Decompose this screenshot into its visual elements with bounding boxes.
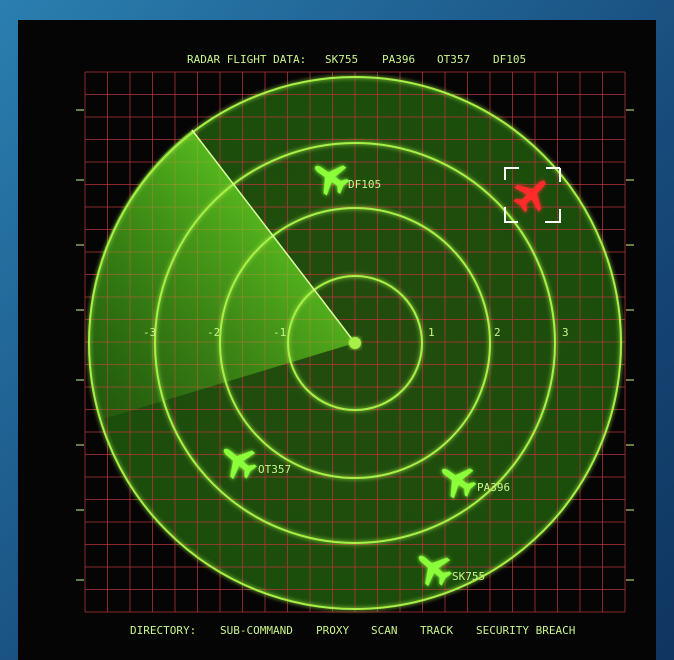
plane [314, 165, 350, 196]
ring [88, 76, 622, 610]
header-flight: DF105 [493, 53, 526, 66]
ring [154, 142, 556, 544]
target-label: PA396 [477, 481, 510, 494]
range-rings [88, 76, 622, 610]
target-label: OT357 [258, 463, 291, 476]
axis-label: 3 [562, 326, 569, 339]
ring [287, 275, 423, 411]
footer-item[interactable]: SUB-COMMAND [220, 624, 293, 637]
plane [223, 448, 257, 480]
planes [223, 165, 546, 587]
footer-item[interactable]: PROXY [316, 624, 349, 637]
center [349, 337, 361, 349]
axis-label: -3 [143, 326, 156, 339]
footer-item[interactable]: TRACK [420, 624, 453, 637]
ring [219, 207, 491, 479]
footer-item[interactable]: SECURITY BREACH [476, 624, 575, 637]
header-title: RADAR FLIGHT DATA: [187, 53, 306, 66]
axis-label: -2 [207, 326, 220, 339]
footer-item[interactable]: SCAN [371, 624, 398, 637]
axis-label: 2 [494, 326, 501, 339]
header-flight: SK755 [325, 53, 358, 66]
plane [513, 180, 546, 213]
header-flight: PA396 [382, 53, 415, 66]
target-label: SK755 [452, 570, 485, 583]
sweep-line [191, 129, 356, 344]
axis-label: -1 [273, 326, 286, 339]
plane [418, 555, 452, 587]
header-flight: OT357 [437, 53, 470, 66]
labels: RADAR FLIGHT DATA: SK755 PA396 OT357 DF1… [130, 53, 575, 637]
axis-label: 1 [428, 326, 435, 339]
footer-item[interactable]: DIRECTORY: [130, 624, 196, 637]
target-label: DF105 [348, 178, 381, 191]
plane [441, 468, 477, 499]
